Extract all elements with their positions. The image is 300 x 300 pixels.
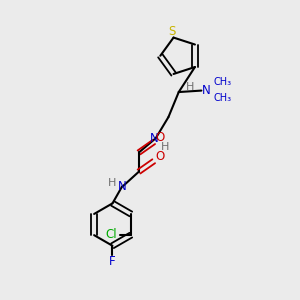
Text: S: S — [168, 25, 176, 38]
Text: Cl: Cl — [106, 228, 117, 241]
Text: N: N — [150, 132, 159, 146]
Text: H: H — [160, 142, 169, 152]
Text: O: O — [155, 131, 164, 144]
Text: CH₃: CH₃ — [214, 77, 232, 87]
Text: N: N — [118, 180, 127, 193]
Text: H: H — [186, 82, 194, 92]
Text: O: O — [155, 150, 164, 163]
Text: F: F — [109, 255, 116, 268]
Text: N: N — [202, 84, 211, 97]
Text: H: H — [107, 178, 116, 188]
Text: CH₃: CH₃ — [214, 93, 232, 103]
